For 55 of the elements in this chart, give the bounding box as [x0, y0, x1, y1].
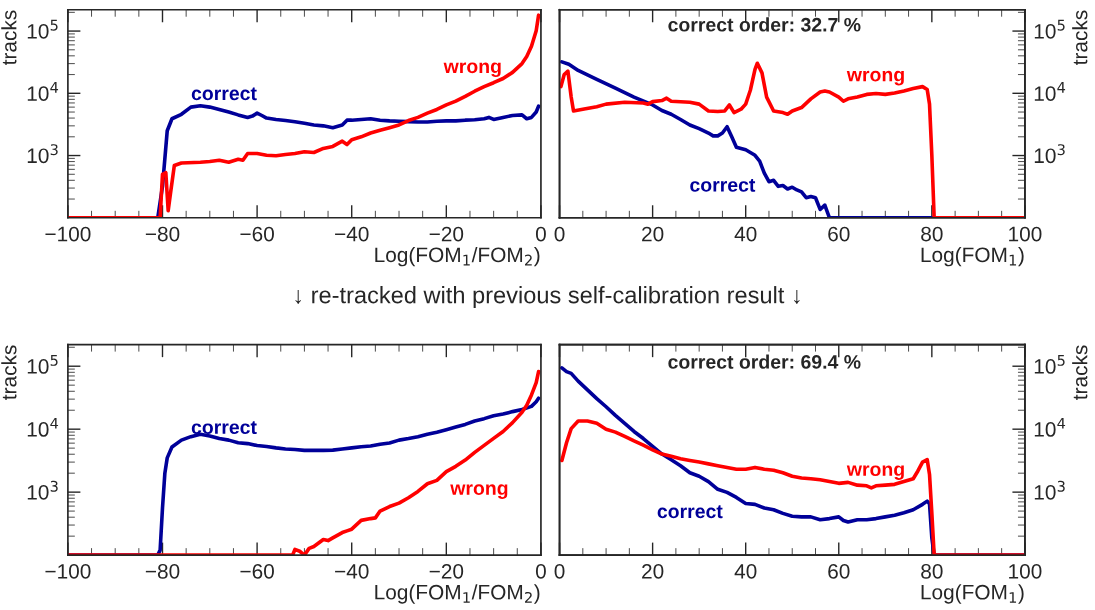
x-tick-label: 60 — [828, 226, 850, 242]
annotation: correct order: 32.7 % — [668, 17, 861, 32]
x-axis-title: Log(FOM$_{1}$) — [921, 246, 1024, 267]
series-label: wrong — [450, 484, 508, 499]
text: 10$^{3}$ — [1034, 144, 1065, 164]
text: 10$^{3}$ — [1034, 480, 1065, 500]
x-tick-label: −40 — [335, 563, 369, 579]
series-label: correct — [657, 505, 723, 519]
x-tick-label: −40 — [335, 226, 369, 242]
y-tick-label: 10$^{4}$ — [27, 82, 59, 101]
y-axis-title: tracks — [1, 345, 17, 400]
text: 10$^{5}$ — [1034, 19, 1065, 39]
x-tick-label: 100 — [1009, 226, 1042, 242]
x-tick-label: 0 — [535, 563, 546, 579]
series-label: wrong — [846, 70, 904, 86]
text: 10$^{4}$ — [1034, 82, 1066, 101]
x-tick-label: 0 — [554, 226, 565, 242]
x-axis-title: Log(FOM$_{1}$) — [921, 584, 1024, 604]
text: 10$^{4}$ — [1034, 417, 1066, 437]
y-tick-label: 10$^{5}$ — [27, 355, 58, 374]
y2-axis-title: tracks — [1072, 10, 1088, 65]
x-tick-label: 60 — [828, 563, 850, 579]
y-tick-label: 10$^{4}$ — [27, 417, 59, 437]
y-tick-label: 10$^{3}$ — [27, 144, 58, 164]
x-tick-label: 20 — [642, 226, 664, 242]
x-tick-label: −20 — [429, 563, 464, 579]
series-label: correct — [191, 421, 257, 435]
series-label: wrong — [846, 465, 904, 480]
x-tick-label: 20 — [642, 563, 664, 579]
x-tick-label: 100 — [1009, 563, 1042, 579]
x-tick-label: −100 — [45, 226, 91, 242]
x-tick-label: 0 — [535, 226, 546, 242]
y-axis-title: tracks — [1, 10, 17, 65]
annotation: correct order: 69.4 % — [668, 354, 861, 369]
series-label: wrong — [443, 62, 501, 78]
y-tick-label: 10$^{3}$ — [27, 480, 58, 500]
x-tick-label: −20 — [429, 226, 464, 242]
x-axis-title: Log(FOM$_{1}$/FOM$_{2}$) — [375, 246, 540, 267]
x-axis-title: Log(FOM$_{1}$/FOM$_{2}$) — [375, 584, 540, 604]
series-label: correct — [191, 87, 257, 101]
x-tick-label: −80 — [145, 563, 180, 579]
series-label: correct — [690, 178, 756, 192]
x-tick-label: 40 — [734, 226, 757, 242]
x-tick-label: −60 — [240, 226, 274, 242]
x-tick-label: 80 — [921, 563, 943, 579]
x-tick-label: −100 — [45, 563, 91, 579]
y-tick-label: 10$^{5}$ — [27, 19, 58, 39]
text: 10$^{5}$ — [1034, 355, 1065, 374]
x-tick-label: 0 — [554, 563, 565, 579]
y2-axis-title: tracks — [1072, 345, 1088, 400]
x-tick-label: −80 — [145, 226, 180, 242]
x-tick-label: 80 — [921, 226, 943, 242]
x-tick-label: −60 — [240, 563, 274, 579]
chart-title: ↓ re-tracked with previous self-calibration result ↓ — [295, 286, 800, 309]
x-tick-label: 40 — [734, 563, 757, 579]
